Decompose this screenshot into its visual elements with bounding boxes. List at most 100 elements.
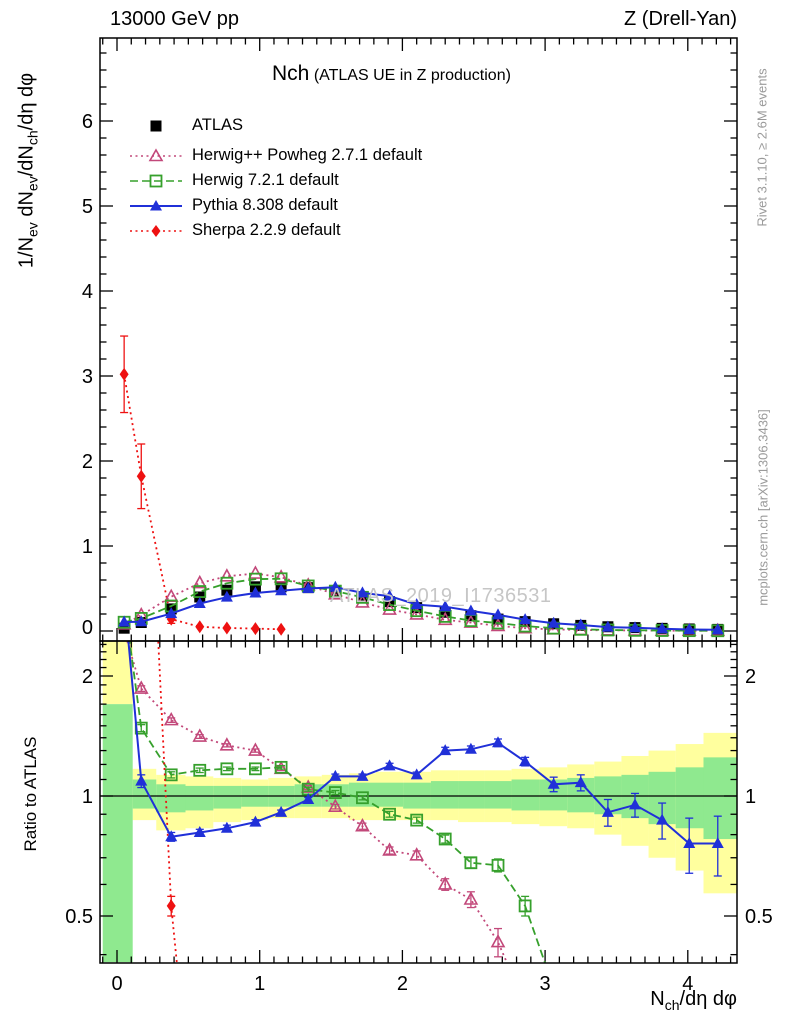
axis-ticks	[100, 38, 737, 963]
marker-square-open	[464, 856, 478, 870]
x-axis-title: Nch/dη dφ	[650, 988, 737, 1013]
series-herwigpp-line	[123, 572, 718, 632]
y-axis-title-main: 1/Nev dNev/dNch/dη dφ	[15, 72, 41, 269]
marker-square	[221, 584, 233, 596]
marker-triangle-open	[517, 620, 533, 634]
marker-triangle	[519, 755, 532, 767]
marker-triangle-open	[355, 594, 370, 608]
marker-square-open	[356, 791, 369, 805]
marker-square-open	[518, 899, 532, 913]
marker-triangle	[118, 615, 131, 627]
svg-text:5: 5	[82, 196, 93, 218]
marker-triangle-open	[163, 711, 179, 726]
marker-triangle	[356, 769, 369, 781]
marker-triangle	[464, 604, 477, 616]
marker-diamond	[136, 469, 146, 483]
marker-square-open	[220, 576, 234, 590]
marker-triangle-open	[490, 617, 506, 632]
legend-label-herwig7: Herwig 7.2.1 default	[192, 171, 339, 189]
marker-square-open	[249, 762, 262, 776]
marker-triangle	[193, 825, 206, 837]
marker-triangle	[547, 777, 560, 789]
svg-text:2: 2	[397, 973, 408, 995]
legend-marker-atlas	[150, 120, 162, 131]
svg-text:2: 2	[82, 451, 93, 473]
svg-text:1: 1	[82, 786, 93, 808]
marker-diamond	[195, 620, 205, 634]
observable-name: Nch	[272, 62, 310, 85]
svg-text:2: 2	[82, 666, 93, 688]
legend-marker-herwig7	[130, 174, 182, 187]
plot-title: Nch (ATLAS UE in Z production)	[272, 62, 511, 86]
svg-text:2: 2	[745, 666, 756, 688]
marker-triangle	[629, 798, 642, 810]
marker-triangle-open	[382, 601, 397, 615]
ratio-herwigpp	[126, 641, 509, 963]
marker-square-open	[383, 807, 396, 821]
svg-text:0: 0	[82, 617, 93, 639]
marker-square-open	[328, 786, 342, 799]
legend-marker-sherpa	[130, 224, 182, 237]
band-stat-uncertainty	[213, 785, 242, 809]
marker-triangle	[711, 837, 724, 849]
marker-triangle	[410, 768, 423, 780]
marker-triangle	[165, 607, 178, 619]
marker-triangle	[249, 586, 262, 598]
marker-triangle	[439, 744, 452, 756]
marker-triangle	[135, 615, 148, 627]
marker-triangle-open	[192, 728, 208, 742]
marker-triangle	[683, 622, 696, 634]
analysis-context: (ATLAS UE in Z production)	[313, 67, 511, 84]
axis-tick-labels: 0 1 2 3 4 5 6 0 1 2 3 4 0.5 0.5 1 1 2 2	[65, 111, 773, 995]
marker-triangle-open	[463, 891, 479, 905]
svg-text:1: 1	[82, 536, 93, 558]
svg-text:3: 3	[540, 973, 551, 995]
svg-text:0.5: 0.5	[745, 906, 773, 928]
marker-triangle-open	[437, 611, 453, 626]
marker-triangle	[492, 608, 505, 620]
svg-text:3: 3	[82, 366, 93, 388]
marker-diamond	[119, 367, 129, 381]
marker-triangle	[220, 590, 233, 602]
marker-triangle-open	[437, 876, 453, 890]
marker-triangle-open	[327, 798, 343, 813]
marker-triangle	[492, 736, 505, 748]
marker-triangle	[601, 620, 614, 632]
marker-triangle-open	[327, 586, 343, 600]
marker-triangle	[135, 774, 148, 786]
marker-triangle-open	[355, 818, 370, 832]
marker-square-open	[220, 762, 234, 776]
marker-triangle-open	[409, 606, 425, 620]
ratio-herwigpp-line	[126, 641, 509, 963]
legend-label-sherpa: Sherpa 2.2.9 default	[192, 221, 341, 239]
ratio-herwig7	[128, 641, 546, 963]
band-total-uncertainty	[102, 641, 133, 705]
marker-triangle	[656, 813, 669, 825]
marker-triangle-open	[273, 569, 289, 583]
marker-triangle	[302, 582, 315, 593]
legend-item-herwig7: Herwig 7.2.1 default	[128, 171, 339, 190]
legend-marker-herwigpp	[130, 147, 182, 161]
marker-triangle	[464, 742, 477, 754]
marker-triangle-open	[219, 568, 235, 582]
marker-square-open	[491, 858, 505, 872]
marker-triangle	[683, 837, 696, 849]
band-stat-uncertainty	[703, 757, 737, 840]
main-panel-series	[116, 335, 726, 638]
marker-triangle	[383, 589, 396, 601]
marker-triangle-open	[248, 565, 263, 579]
marker-triangle	[329, 769, 342, 781]
marker-triangle-open	[248, 742, 263, 756]
marker-triangle	[275, 584, 288, 596]
marker-diamond	[276, 622, 286, 636]
band-stat-uncertainty	[102, 704, 133, 963]
marker-triangle	[629, 621, 642, 633]
marker-triangle	[439, 600, 452, 612]
marker-triangle	[275, 805, 288, 817]
legend-item-pythia: Pythia 8.308 default	[128, 196, 338, 215]
marker-diamond	[166, 899, 176, 913]
analysis-id-watermark: ATLAS_2019_I1736531	[330, 585, 552, 607]
legend-label-pythia: Pythia 8.308 default	[192, 196, 338, 214]
